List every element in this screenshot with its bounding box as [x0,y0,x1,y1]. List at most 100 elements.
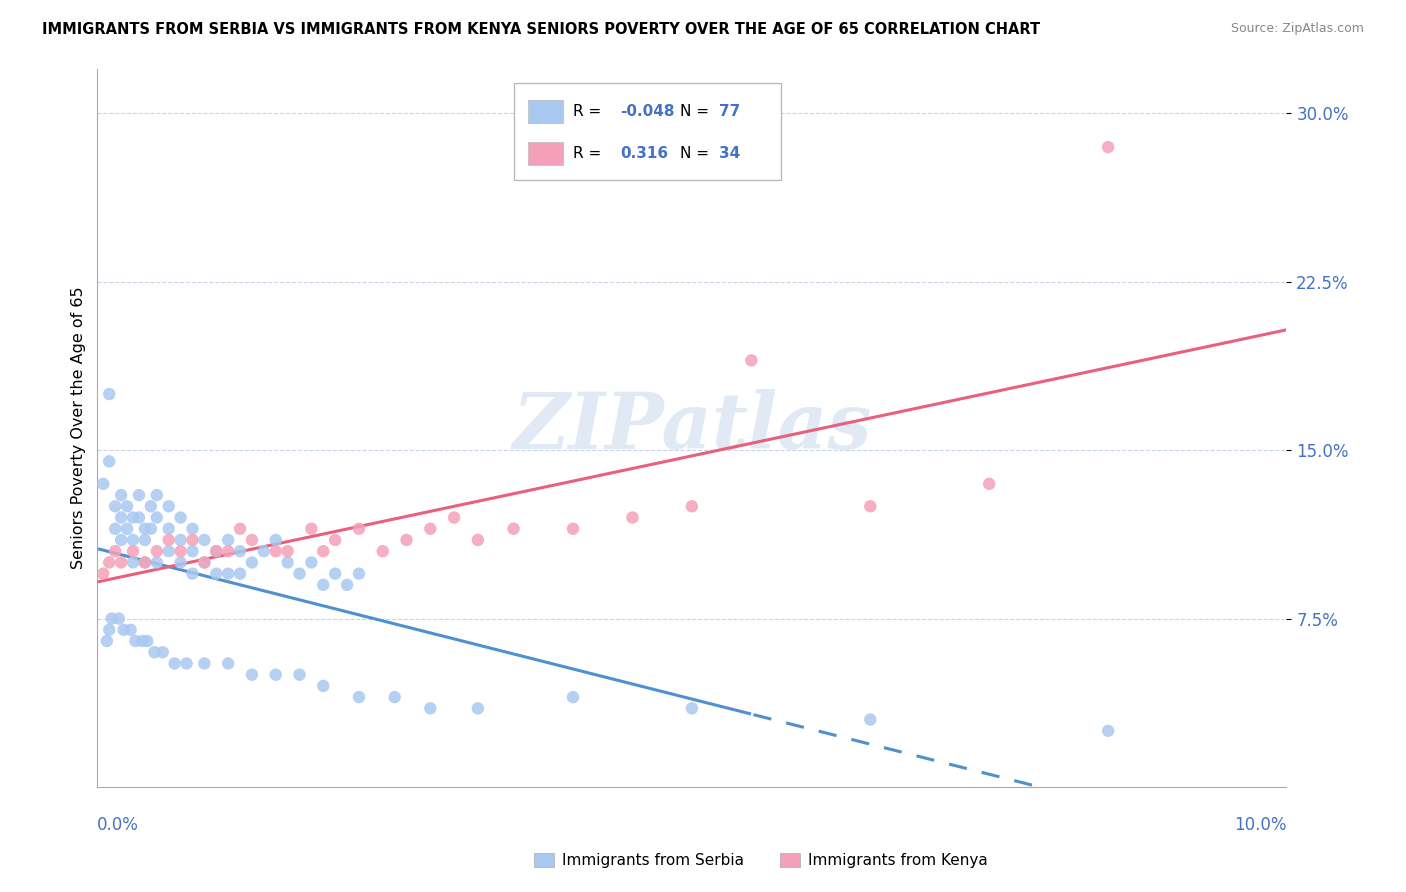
Text: 0.0%: 0.0% [97,815,139,834]
Text: R =: R = [574,104,602,120]
Point [128,510,150,524]
FancyBboxPatch shape [527,100,564,123]
Point [323,566,346,581]
Point [91,566,114,581]
Point [134,522,156,536]
Point [740,353,762,368]
Point [136,634,159,648]
Point [100,611,122,625]
Point [264,533,287,547]
FancyBboxPatch shape [513,83,782,180]
Point [112,623,135,637]
Point [240,533,263,547]
Text: Source: ZipAtlas.com: Source: ZipAtlas.com [1230,22,1364,36]
Point [110,556,132,570]
Point [347,522,370,536]
Point [169,556,191,570]
Point [115,522,138,536]
Point [157,544,180,558]
Point [139,522,162,536]
Point [1097,723,1119,738]
Text: IMMIGRANTS FROM SERBIA VS IMMIGRANTS FROM KENYA SENIORS POVERTY OVER THE AGE OF : IMMIGRANTS FROM SERBIA VS IMMIGRANTS FRO… [42,22,1040,37]
Point [134,533,156,547]
Point [217,566,239,581]
Point [312,679,335,693]
Point [169,544,191,558]
Point [193,556,215,570]
Point [240,667,263,681]
Point [139,500,162,514]
Point [146,544,169,558]
Point [169,510,191,524]
Point [562,690,585,705]
Point [128,488,150,502]
Point [107,611,129,625]
Point [115,500,138,514]
Point [217,657,239,671]
Point [229,544,252,558]
Point [384,690,406,705]
Text: R =: R = [574,145,602,161]
Point [205,544,228,558]
Point [1097,140,1119,154]
Point [240,556,263,570]
Point [288,566,311,581]
Point [347,566,370,581]
Point [621,510,644,524]
Text: 77: 77 [720,104,741,120]
Point [146,488,169,502]
Point [104,544,127,558]
Point [163,657,186,671]
Point [419,701,441,715]
Point [181,533,204,547]
Text: 0.316: 0.316 [620,145,669,161]
Point [124,634,146,648]
Point [193,533,215,547]
Point [122,556,145,570]
Point [336,578,359,592]
Point [176,657,198,671]
Text: 10.0%: 10.0% [1234,815,1286,834]
Point [217,544,239,558]
Point [131,634,153,648]
Text: Immigrants from Kenya: Immigrants from Kenya [808,853,988,868]
Point [91,476,114,491]
Point [299,522,322,536]
Point [859,500,882,514]
Point [181,566,204,581]
Point [681,500,703,514]
Text: N =: N = [681,104,709,120]
Point [323,533,346,547]
Point [181,522,204,536]
Point [98,387,121,401]
Point [288,667,311,681]
Point [143,645,166,659]
Point [110,488,132,502]
Point [502,522,524,536]
Point [979,476,1001,491]
Point [347,690,370,705]
Point [110,510,132,524]
Point [467,701,489,715]
Point [146,510,169,524]
Point [152,645,174,659]
Point [859,713,882,727]
Point [312,544,335,558]
Point [98,556,121,570]
Text: 34: 34 [720,145,741,161]
Point [277,544,299,558]
Point [193,556,215,570]
Text: -0.048: -0.048 [620,104,675,120]
Point [104,500,127,514]
Point [681,701,703,715]
Point [122,533,145,547]
FancyBboxPatch shape [527,142,564,165]
Point [134,556,156,570]
Point [395,533,418,547]
Point [229,522,252,536]
Point [96,634,118,648]
Y-axis label: Seniors Poverty Over the Age of 65: Seniors Poverty Over the Age of 65 [72,286,86,569]
Point [134,556,156,570]
Point [264,667,287,681]
Text: ZIPatlas: ZIPatlas [512,390,872,466]
